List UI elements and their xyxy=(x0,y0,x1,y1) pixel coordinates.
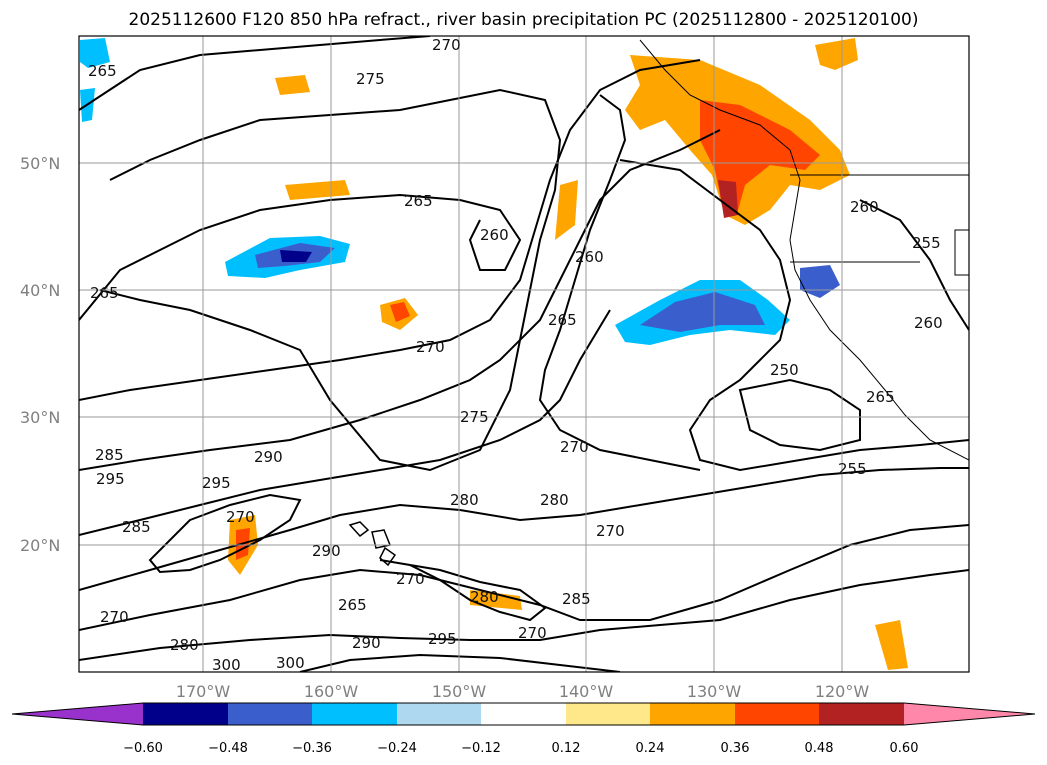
colorbar-segment xyxy=(650,703,735,725)
contour-label: 290 xyxy=(312,542,341,560)
contour-label: 255 xyxy=(838,460,867,478)
contour-label: 270 xyxy=(226,508,255,526)
lon-label-160w: 160°W xyxy=(304,682,359,701)
contour-label: 255 xyxy=(912,234,941,252)
colorbar-tick-label: 0.36 xyxy=(721,741,750,756)
contour-label: 265 xyxy=(338,596,367,614)
contour-label: 270 xyxy=(100,608,129,626)
contour-label: 285 xyxy=(95,446,124,464)
contour-labels: 265 275 270 265 260 260 265 265 270 275 … xyxy=(88,36,943,674)
precip-negative-east-mid xyxy=(640,292,765,332)
precip-negative-nw xyxy=(80,38,110,68)
colorbar-extend-high xyxy=(904,703,1035,725)
contour-label: 270 xyxy=(396,570,425,588)
gridlines xyxy=(79,36,969,672)
precip-small-1 xyxy=(275,75,310,95)
contour-label: 290 xyxy=(254,448,283,466)
precip-small-3-core xyxy=(390,302,410,322)
lon-label-170w: 170°W xyxy=(176,682,231,701)
map-frame xyxy=(78,35,970,673)
map-background xyxy=(79,36,969,672)
contour-label: 260 xyxy=(914,314,943,332)
colorbar-tick-label: 0.12 xyxy=(552,741,581,756)
contour-label: 265 xyxy=(88,62,117,80)
colorbar-tick-label: 0.48 xyxy=(805,741,834,756)
contour-label: 260 xyxy=(850,198,879,216)
colorbar-extend-low xyxy=(12,703,143,725)
contour-label: 285 xyxy=(122,518,151,536)
contour-label: 280 xyxy=(450,491,479,509)
colorbar-tick-label: −0.24 xyxy=(377,741,417,756)
precip-southeast xyxy=(875,620,908,670)
contour-label: 270 xyxy=(416,338,445,356)
contour-label: 270 xyxy=(518,624,547,642)
contour-label: 270 xyxy=(432,36,461,54)
lat-label-20n: 20°N xyxy=(20,536,60,555)
contour-label: 280 xyxy=(470,588,499,606)
contour-label: 265 xyxy=(404,192,433,210)
colorbar-tick-label: −0.48 xyxy=(208,741,248,756)
lat-label-40n: 40°N xyxy=(20,281,60,300)
contour-label: 275 xyxy=(356,70,385,88)
lon-label-120w: 120°W xyxy=(815,682,870,701)
contour-label: 290 xyxy=(352,634,381,652)
contour-label: 250 xyxy=(770,361,799,379)
contour-label: 270 xyxy=(596,522,625,540)
lat-label-30n: 30°N xyxy=(20,408,60,427)
colorbar-segment xyxy=(312,703,397,725)
refractivity-contours xyxy=(79,36,969,672)
colorbar-tick-label: −0.12 xyxy=(461,741,501,756)
lon-label-150w: 150°W xyxy=(432,682,487,701)
colorbar-segment xyxy=(228,703,312,725)
contour-label: 265 xyxy=(866,388,895,406)
colorbar-segment xyxy=(397,703,481,725)
lon-label-130w: 130°W xyxy=(687,682,742,701)
colorbar-tick-label: −0.36 xyxy=(292,741,332,756)
precip-small-2 xyxy=(285,180,350,200)
contour-label: 295 xyxy=(202,474,231,492)
colorbar-segment xyxy=(143,703,228,725)
contour-label: 285 xyxy=(562,590,591,608)
contour-label: 295 xyxy=(428,630,457,648)
colorbar-tick-label: 0.60 xyxy=(890,741,919,756)
precip-max-bc xyxy=(718,180,738,218)
contour-label: 270 xyxy=(560,438,589,456)
contour-label: 300 xyxy=(212,656,241,674)
contour-label: 280 xyxy=(540,491,569,509)
lat-label-50n: 50°N xyxy=(20,154,60,173)
colorbar-segment xyxy=(819,703,904,725)
colorbar-tick-label: 0.24 xyxy=(636,741,665,756)
colorbar: −0.60 −0.48 −0.36 −0.24 −0.12 0.12 0.24 … xyxy=(11,702,1036,756)
colorbar-segment xyxy=(481,703,566,725)
colorbar-outline xyxy=(11,702,1036,726)
precip-trough xyxy=(555,180,578,240)
contour-label: 265 xyxy=(548,311,577,329)
contour-label: 265 xyxy=(90,284,119,302)
colorbar-segment xyxy=(566,703,650,725)
precip-positive-north xyxy=(815,38,858,70)
coastline xyxy=(639,39,969,461)
contour-label: 295 xyxy=(96,470,125,488)
contour-label: 280 xyxy=(170,636,199,654)
contour-label: 260 xyxy=(575,248,604,266)
contour-label: 260 xyxy=(480,226,509,244)
colorbar-tick-label: −0.60 xyxy=(123,741,163,756)
colorbar-segment xyxy=(735,703,819,725)
contour-label: 275 xyxy=(460,408,489,426)
lon-label-140w: 140°W xyxy=(559,682,614,701)
state-borders xyxy=(790,174,969,276)
map-title: 2025112600 F120 850 hPa refract., river … xyxy=(128,10,919,30)
contour-label: 300 xyxy=(276,654,305,672)
precip-negative-west-core xyxy=(280,250,312,262)
